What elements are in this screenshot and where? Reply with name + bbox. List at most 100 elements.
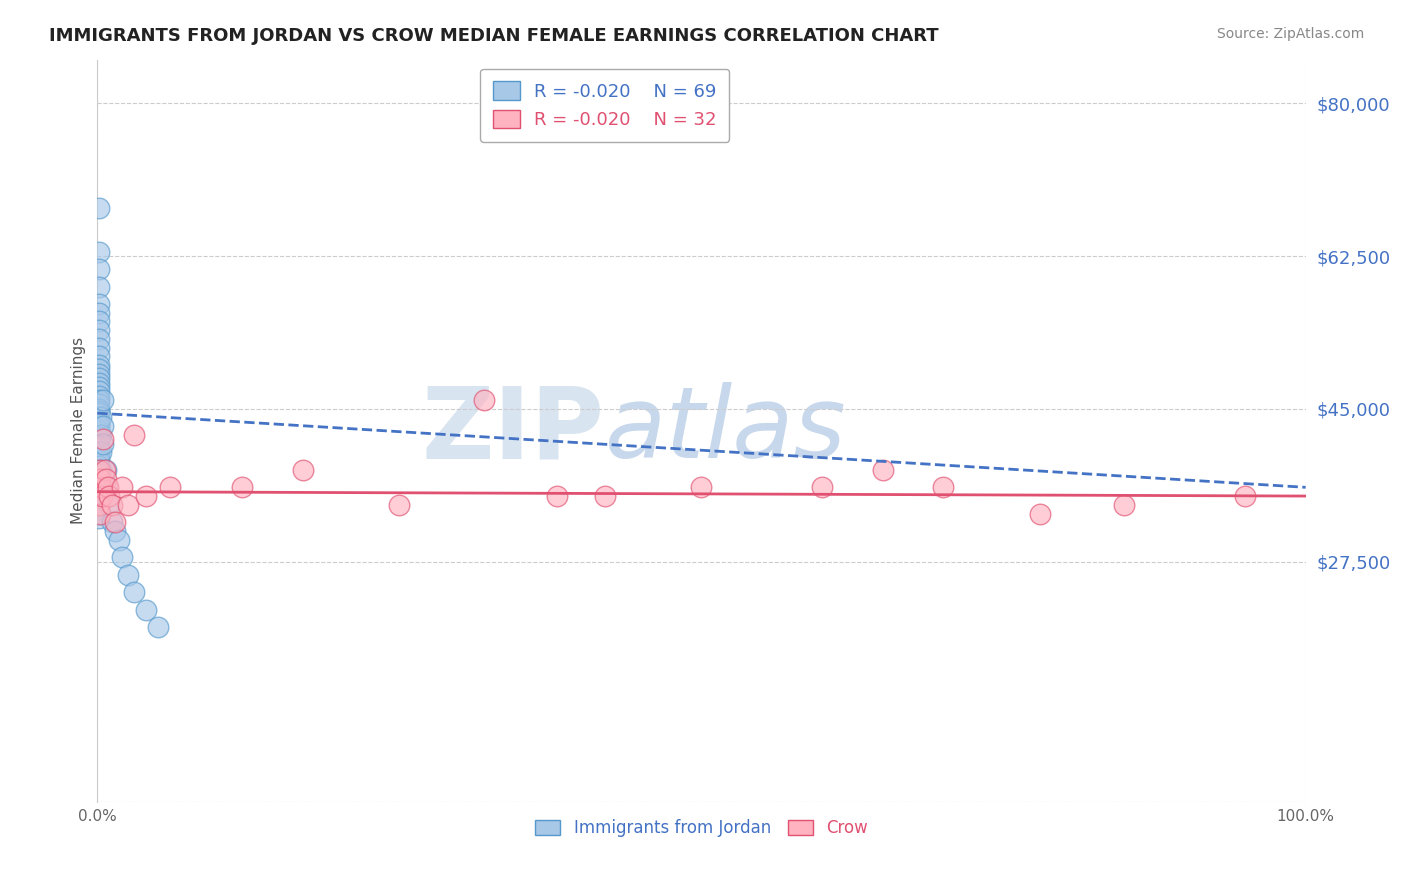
- Point: [117, 498, 139, 512]
- Point: [90, 480, 112, 494]
- Point: [87, 467, 110, 482]
- Point: [87, 350, 110, 364]
- Point: [90, 480, 112, 494]
- Point: [811, 480, 834, 494]
- Point: [93, 433, 115, 447]
- Point: [104, 515, 127, 529]
- Point: [87, 358, 110, 372]
- Point: [87, 441, 110, 455]
- Point: [87, 410, 110, 425]
- Point: [291, 463, 314, 477]
- Point: [93, 463, 115, 477]
- Point: [1114, 498, 1136, 512]
- Point: [87, 498, 110, 512]
- Point: [97, 480, 120, 494]
- Point: [87, 380, 110, 394]
- Point: [93, 436, 115, 450]
- Point: [546, 489, 568, 503]
- Point: [89, 472, 111, 486]
- Point: [90, 410, 112, 425]
- Point: [87, 507, 110, 521]
- Point: [87, 472, 110, 486]
- Point: [87, 392, 110, 407]
- Point: [87, 463, 110, 477]
- Point: [122, 428, 145, 442]
- Point: [87, 384, 110, 399]
- Point: [135, 489, 157, 503]
- Point: [104, 524, 127, 538]
- Point: [90, 463, 112, 477]
- Point: [87, 511, 110, 525]
- Point: [90, 445, 112, 459]
- Point: [94, 463, 117, 477]
- Point: [1234, 489, 1257, 503]
- Point: [87, 376, 110, 390]
- Point: [87, 314, 110, 328]
- Point: [90, 428, 112, 442]
- Text: Source: ZipAtlas.com: Source: ZipAtlas.com: [1216, 27, 1364, 41]
- Point: [89, 507, 111, 521]
- Point: [108, 533, 131, 547]
- Point: [110, 550, 132, 565]
- Point: [87, 341, 110, 355]
- Point: [117, 567, 139, 582]
- Point: [87, 480, 110, 494]
- Point: [87, 306, 110, 320]
- Point: [87, 433, 110, 447]
- Point: [98, 498, 121, 512]
- Point: [87, 419, 110, 434]
- Point: [87, 489, 110, 503]
- Point: [98, 489, 121, 503]
- Point: [87, 401, 110, 416]
- Point: [146, 620, 169, 634]
- Point: [87, 493, 110, 508]
- Point: [872, 463, 894, 477]
- Point: [87, 279, 110, 293]
- Point: [231, 480, 253, 494]
- Point: [87, 403, 110, 417]
- Point: [91, 489, 114, 503]
- Text: atlas: atlas: [605, 382, 846, 479]
- Point: [593, 489, 616, 503]
- Point: [135, 602, 157, 616]
- Point: [472, 392, 495, 407]
- Point: [87, 332, 110, 346]
- Point: [87, 454, 110, 468]
- Point: [93, 419, 115, 434]
- Point: [87, 450, 110, 464]
- Point: [87, 463, 110, 477]
- Point: [1029, 507, 1052, 521]
- Point: [87, 430, 110, 444]
- Text: IMMIGRANTS FROM JORDAN VS CROW MEDIAN FEMALE EARNINGS CORRELATION CHART: IMMIGRANTS FROM JORDAN VS CROW MEDIAN FE…: [49, 27, 939, 45]
- Point: [87, 323, 110, 337]
- Point: [122, 585, 145, 599]
- Point: [87, 397, 110, 411]
- Point: [87, 480, 110, 494]
- Point: [87, 458, 110, 473]
- Point: [87, 367, 110, 381]
- Point: [87, 424, 110, 438]
- Point: [87, 502, 110, 516]
- Point: [690, 480, 713, 494]
- Text: ZIP: ZIP: [422, 382, 605, 479]
- Point: [87, 201, 110, 215]
- Point: [93, 392, 115, 407]
- Point: [87, 406, 110, 420]
- Point: [87, 389, 110, 403]
- Point: [87, 371, 110, 385]
- Point: [87, 244, 110, 259]
- Point: [87, 428, 110, 442]
- Point: [94, 472, 117, 486]
- Point: [87, 484, 110, 499]
- Point: [87, 262, 110, 277]
- Point: [87, 436, 110, 450]
- Point: [159, 480, 181, 494]
- Point: [932, 480, 955, 494]
- Point: [87, 415, 110, 429]
- Point: [87, 445, 110, 459]
- Point: [87, 297, 110, 311]
- Point: [87, 417, 110, 432]
- Legend: Immigrants from Jordan, Crow: Immigrants from Jordan, Crow: [527, 811, 876, 846]
- Point: [87, 362, 110, 376]
- Point: [87, 475, 110, 490]
